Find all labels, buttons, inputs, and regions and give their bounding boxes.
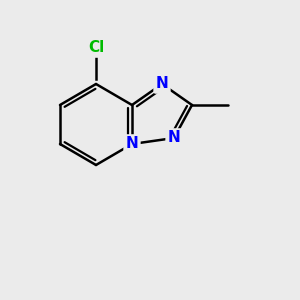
Text: N: N: [126, 136, 138, 152]
Text: N: N: [156, 76, 168, 92]
Text: N: N: [168, 130, 180, 146]
Text: Cl: Cl: [88, 40, 104, 56]
